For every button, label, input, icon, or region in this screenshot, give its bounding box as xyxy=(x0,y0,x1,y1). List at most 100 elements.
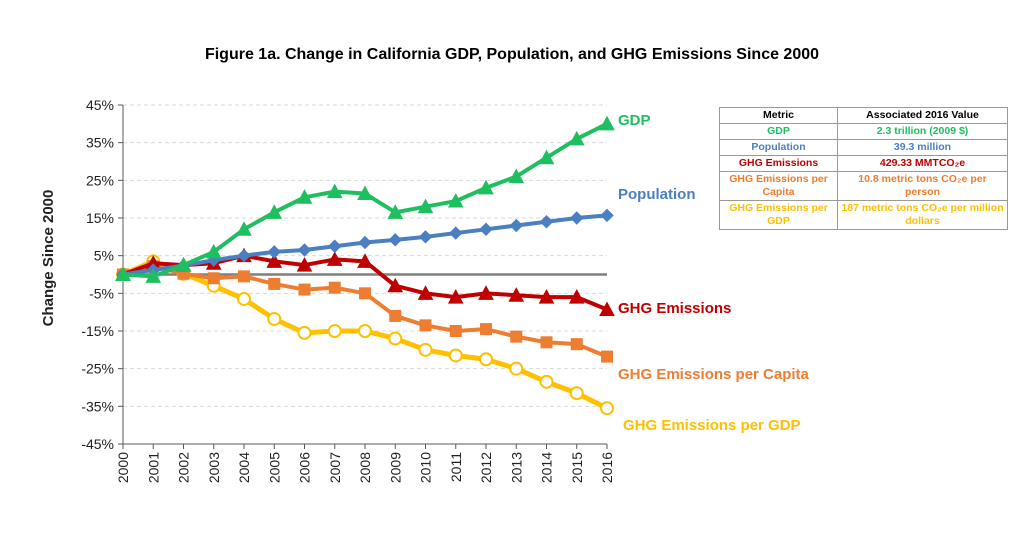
table-row: Population 39.3 million xyxy=(719,139,1008,156)
data-point xyxy=(538,149,555,165)
x-tick-label: 2016 xyxy=(599,452,615,483)
data-point xyxy=(509,218,523,233)
data-point xyxy=(358,324,372,338)
data-point xyxy=(539,215,554,229)
data-point xyxy=(419,319,432,332)
y-tick-label: 35% xyxy=(86,135,114,151)
data-point xyxy=(268,277,281,290)
data-point xyxy=(569,386,584,401)
data-point xyxy=(328,281,341,294)
y-tick-label: 5% xyxy=(94,248,114,264)
x-tick-label: 2000 xyxy=(115,452,131,483)
data-point xyxy=(600,208,614,223)
data-point xyxy=(508,168,525,184)
data-point xyxy=(357,253,373,268)
x-tick-label: 2004 xyxy=(236,452,252,483)
data-point xyxy=(237,248,251,263)
data-point xyxy=(508,287,525,302)
data-point xyxy=(600,401,614,416)
data-point xyxy=(417,285,434,300)
data-point xyxy=(388,331,403,346)
data-point xyxy=(478,285,494,300)
data-point xyxy=(328,239,342,253)
series-lines xyxy=(115,115,615,416)
data-point xyxy=(448,348,463,363)
x-tick-label: 2009 xyxy=(387,452,403,483)
data-point xyxy=(601,350,613,363)
x-tick-label: 2003 xyxy=(206,452,222,483)
series-labels: GDP Population GHG Emissions GHG Emissions … xyxy=(618,112,810,434)
data-point xyxy=(387,277,404,293)
data-point xyxy=(568,289,585,304)
data-point xyxy=(510,330,523,343)
axes: 45% 35% 25% 15% 5% -5% -15% -25% -35% -45%2000 200… xyxy=(81,97,615,483)
data-point xyxy=(327,324,342,338)
x-tick-label: 2007 xyxy=(327,452,343,483)
x-tick-label: 2005 xyxy=(266,452,282,483)
data-point xyxy=(205,243,222,259)
metric-value-table: Metric Associated 2016 Value GDP 2.3 tril… xyxy=(719,107,1008,230)
data-point xyxy=(570,211,584,225)
x-tick-label: 2006 xyxy=(297,452,313,483)
data-point xyxy=(237,291,251,306)
table-row: GHG Emissions per GDP 187 metric tons CO₂… xyxy=(719,200,1008,230)
table-cell-metric: GHG Emissions xyxy=(719,155,838,172)
table-cell-metric: GHG Emissions per GDP xyxy=(719,200,838,230)
data-point xyxy=(417,198,434,214)
x-tick-label: 2014 xyxy=(539,452,555,483)
data-point xyxy=(145,268,162,283)
y-tick-label: -25% xyxy=(81,361,114,377)
data-point xyxy=(236,221,252,236)
y-tick-label: -15% xyxy=(81,323,114,339)
table-cell-value: 187 metric tons CO₂e per million dollars xyxy=(837,200,1008,230)
data-point xyxy=(447,192,464,208)
data-point xyxy=(266,253,283,268)
table-cell-value: 429.33 MMTCO₂e xyxy=(837,155,1008,172)
data-point xyxy=(267,245,281,259)
data-point xyxy=(267,311,282,326)
data-point xyxy=(509,361,524,376)
data-point xyxy=(479,222,493,237)
data-point xyxy=(388,233,402,247)
data-point xyxy=(538,289,555,304)
x-tick-label: 2001 xyxy=(145,452,161,483)
x-tick-label: 2015 xyxy=(569,452,585,483)
data-point xyxy=(540,336,553,349)
data-point xyxy=(418,230,433,244)
data-point xyxy=(447,289,464,304)
table-header-value: Associated 2016 Value xyxy=(837,107,1008,124)
series-label: GHG Emissions per Capita xyxy=(618,366,810,383)
data-point xyxy=(539,374,554,389)
table-cell-value: 10.8 metric tons CO₂e per person xyxy=(837,171,1008,201)
x-tick-label: 2012 xyxy=(478,452,494,483)
table-row: GHG Emissions 429.33 MMTCO₂e xyxy=(719,155,1008,172)
table-cell-value: 2.3 trillion (2009 $) xyxy=(837,123,1008,140)
series-label: Population xyxy=(618,186,696,203)
data-point xyxy=(326,251,343,266)
data-point xyxy=(175,257,192,272)
data-point xyxy=(297,325,312,340)
table-header-metric: Metric xyxy=(719,107,838,124)
table-cell-metric: GDP xyxy=(719,123,838,140)
x-tick-label: 2010 xyxy=(418,452,434,483)
table-header-row: Metric Associated 2016 Value xyxy=(719,107,1008,124)
data-point xyxy=(359,287,371,300)
chart-title: Figure 1a. Change in California GDP, Pop… xyxy=(204,46,820,63)
data-point xyxy=(207,272,220,285)
data-point xyxy=(358,235,372,250)
data-point xyxy=(297,243,312,257)
table-row: GHG Emissions per Capita 10.8 metric tons… xyxy=(719,171,1008,201)
y-tick-label: -35% xyxy=(81,398,114,414)
x-tick-label: 2002 xyxy=(176,452,192,483)
data-point xyxy=(449,325,462,337)
data-point xyxy=(357,185,373,201)
y-tick-label: 25% xyxy=(86,172,114,188)
table-cell-value: 39.3 million xyxy=(837,139,1008,156)
y-tick-label: 15% xyxy=(86,210,114,226)
series-label: GHG Emissions xyxy=(618,300,731,317)
y-tick-label: 45% xyxy=(86,97,114,113)
table-cell-metric: GHG Emissions per Capita xyxy=(719,171,838,201)
data-point xyxy=(480,323,492,336)
data-point xyxy=(599,301,615,317)
